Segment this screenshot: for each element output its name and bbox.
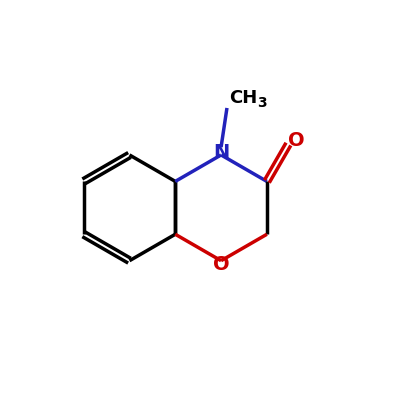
Text: O: O bbox=[288, 131, 304, 150]
Text: O: O bbox=[213, 255, 229, 274]
Text: N: N bbox=[213, 144, 229, 162]
Text: CH: CH bbox=[229, 89, 257, 107]
Text: 3: 3 bbox=[258, 96, 267, 110]
